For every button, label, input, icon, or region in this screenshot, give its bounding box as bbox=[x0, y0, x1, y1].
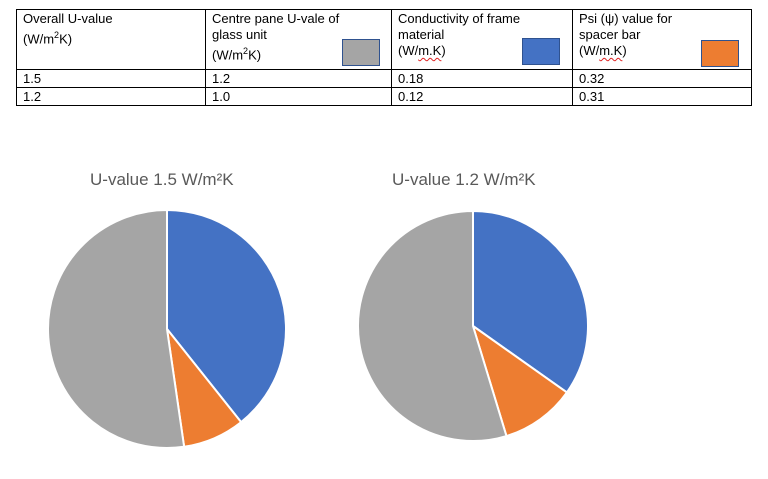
table-cell: 1.0 bbox=[205, 87, 392, 106]
spellcheck-word: m.K bbox=[418, 43, 442, 58]
header-text: Conductivity of frame bbox=[398, 11, 521, 26]
chart-title-2: U-value 1.2 W/m²K bbox=[392, 170, 536, 189]
header-overall-u-value: Overall U-value (W/m2K) bbox=[16, 9, 206, 70]
header-unit: (W/m bbox=[212, 47, 244, 63]
pie-slice-glass bbox=[47, 208, 186, 449]
pie-slice-spacer bbox=[471, 323, 569, 438]
chart-title-1: U-value 1.5 W/m²K bbox=[90, 170, 234, 189]
spacer-color-swatch bbox=[701, 40, 739, 67]
table-row: 1.2 1.0 0.12 0.31 bbox=[16, 87, 752, 106]
table-header-row: Overall U-value (W/m2K) Centre pane U-va… bbox=[16, 9, 752, 70]
header-text: Psi (ψ) value for bbox=[579, 11, 673, 26]
header-unit: (W/m bbox=[23, 31, 55, 47]
header-unit-end: K) bbox=[59, 31, 73, 47]
table-row: 1.5 1.2 0.18 0.32 bbox=[16, 69, 752, 88]
header-text: Centre pane U-vale of bbox=[212, 11, 340, 26]
header-centre-pane: Centre pane U-vale of glass unit (W/m2K) bbox=[205, 9, 392, 70]
header-unit-end: K) bbox=[248, 47, 262, 63]
header-text-2: glass unit bbox=[212, 27, 267, 42]
table-cell: 0.31 bbox=[572, 87, 752, 106]
header-text: Overall U-value bbox=[23, 11, 113, 26]
pie-slice-frame bbox=[472, 209, 589, 394]
header-psi-value: Psi (ψ) value for spacer bar (W/m.K) bbox=[572, 9, 752, 70]
pie-slice-glass bbox=[357, 209, 508, 442]
header-unit: (W/ bbox=[579, 43, 600, 58]
header-text-2: material bbox=[398, 27, 445, 42]
table-cell: 1.2 bbox=[16, 87, 206, 106]
table-cell: 1.2 bbox=[205, 69, 392, 88]
header-frame-conductivity: Conductivity of frame material (W/m.K) bbox=[391, 9, 573, 70]
header-unit-end: ) bbox=[622, 43, 627, 58]
u-value-table: Overall U-value (W/m2K) Centre pane U-va… bbox=[16, 9, 752, 106]
header-text-2: spacer bar bbox=[579, 27, 641, 42]
frame-color-swatch bbox=[522, 38, 560, 65]
superscript: 2 bbox=[54, 30, 60, 40]
header-unit: (W/ bbox=[398, 43, 419, 58]
pie-slice-frame bbox=[166, 208, 287, 424]
glass-color-swatch bbox=[342, 39, 380, 66]
header-unit-end: ) bbox=[441, 43, 446, 58]
table-cell: 0.12 bbox=[391, 87, 573, 106]
spellcheck-word: m.K bbox=[599, 43, 623, 58]
superscript: 2 bbox=[243, 46, 249, 56]
